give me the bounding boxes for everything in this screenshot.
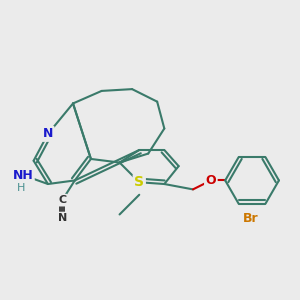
Text: N: N [58,213,67,223]
Text: NH: NH [13,169,33,182]
Text: N: N [43,128,53,140]
Text: O: O [206,174,216,187]
Text: C: C [58,195,66,205]
Text: H: H [17,183,25,193]
Text: S: S [134,175,144,189]
Text: Br: Br [242,212,258,224]
